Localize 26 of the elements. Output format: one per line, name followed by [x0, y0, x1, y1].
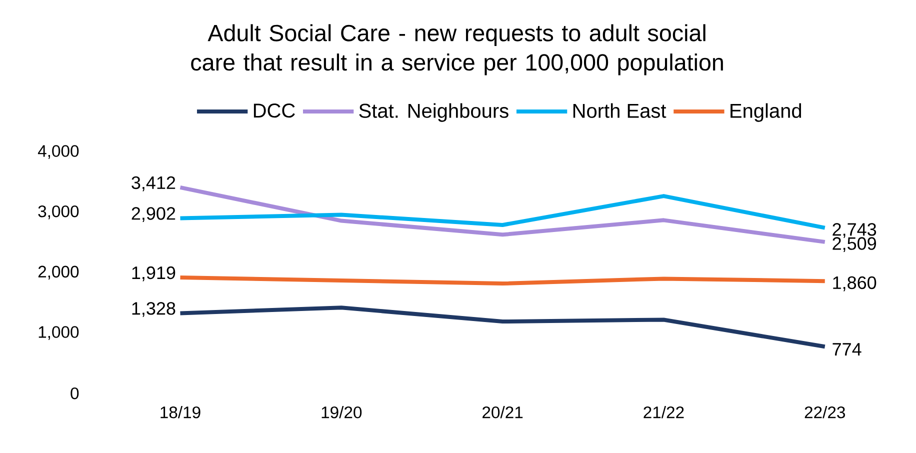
data-label: 774: [832, 342, 862, 356]
y-tick-label: 1,000: [38, 326, 79, 340]
line-series: [178, 185, 827, 244]
y-tick-label: 0: [70, 387, 79, 400]
data-label: 2,509: [832, 237, 876, 252]
legend-label: England: [730, 103, 802, 122]
x-tick-label: 18/19: [160, 406, 200, 418]
data-label: 3,412: [132, 176, 176, 192]
data-label: 1,328: [132, 302, 176, 317]
line-series: [178, 306, 827, 348]
x-tick-label: 20/21: [482, 406, 523, 418]
chart-title: Adult Social Care - new requests to adult social care that result in a service per 100,000 population: [191, 24, 723, 76]
y-tick-label: 3,000: [38, 205, 79, 220]
data-label: 1,860: [833, 276, 876, 292]
legend-label: Stat. Neighbours: [359, 103, 508, 122]
legend-label: North East: [573, 103, 666, 118]
line-series: [178, 194, 827, 230]
legend-label: DCC: [254, 103, 295, 118]
data-label: 1,919: [132, 266, 176, 282]
y-tick-label: 2,000: [38, 266, 79, 280]
x-tick-label: 22/23: [804, 406, 845, 418]
x-tick-label: 21/22: [644, 406, 684, 418]
y-tick-label: 4,000: [38, 144, 79, 159]
data-label: 2,743: [832, 222, 876, 238]
data-label: 2,902: [132, 206, 176, 222]
x-tick-label: 19/20: [322, 406, 362, 418]
